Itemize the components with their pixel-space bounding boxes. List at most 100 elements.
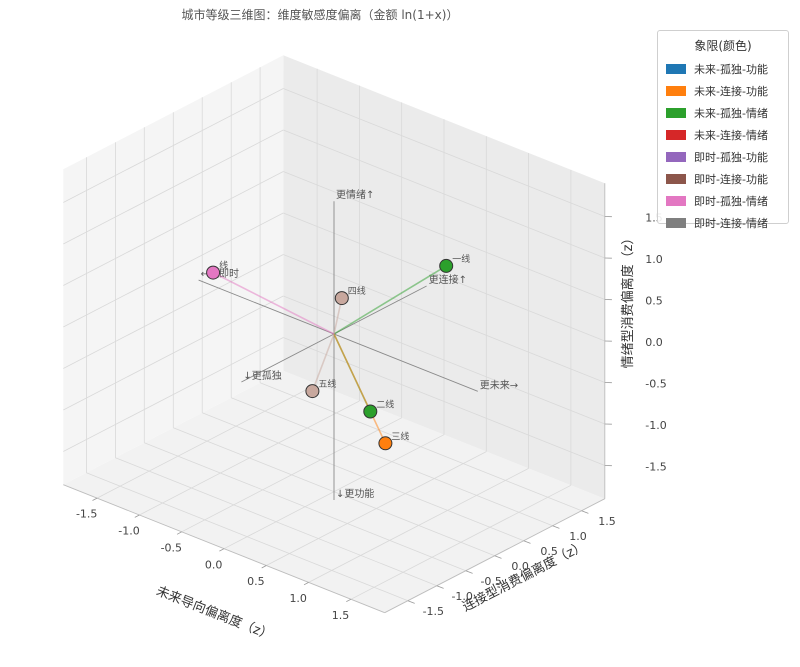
x-tick-label: 0.0 [205, 558, 223, 571]
grid-line [202, 412, 524, 542]
point-stem [333, 333, 387, 444]
legend-swatch [666, 130, 686, 140]
chart-title: 城市等级三维图：维度敏感度偏离（金额 ln(1+x)） [181, 8, 459, 22]
legend-swatch [666, 108, 686, 118]
grid-line [63, 212, 284, 328]
grid-line [350, 484, 572, 600]
legend-item: 未来-孤独-情绪 [666, 102, 780, 124]
y-tick-mark [581, 510, 589, 514]
legend-swatch [666, 86, 686, 96]
legend-item: 未来-连接-情绪 [666, 124, 780, 146]
y-tick-label: 0.5 [540, 545, 558, 558]
y-tick-mark [407, 600, 415, 604]
x-tick-label: 0.5 [247, 575, 265, 588]
y-tick-label: -1.0 [451, 590, 472, 603]
axis-annotation: 更连接↑ [429, 273, 467, 286]
x-tick-label: -0.5 [161, 541, 182, 554]
y-tick-label: 1.5 [598, 515, 616, 528]
legend-item: 未来-孤独-功能 [666, 58, 780, 80]
axis-annotation: ↓更孤独 [243, 369, 281, 382]
x-tick-label: -1.5 [76, 508, 97, 521]
legend-label: 即时-连接-情绪 [694, 217, 768, 230]
y-tick-mark [436, 585, 444, 589]
x-tick-label: -1.0 [118, 525, 139, 538]
grid-line [283, 129, 605, 259]
legend-label: 未来-连接-情绪 [694, 129, 768, 142]
axis-annotation: 更未来→ [480, 379, 518, 391]
point-label: 一线 [452, 253, 470, 265]
legend-title: 象限(颜色) [694, 39, 752, 53]
point-label: 五线 [318, 378, 336, 390]
legend-label: 即时-孤独-情绪 [694, 195, 768, 208]
legend-item: 即时-孤独-功能 [666, 146, 780, 168]
y-tick-mark [465, 570, 473, 574]
x-axis-label: 未来导向偏离度（z） [154, 583, 275, 644]
point-label: 线 [219, 260, 228, 272]
z-tick-label: 0.5 [645, 294, 663, 307]
grid-line [283, 212, 605, 342]
axis-annotation: ↓更功能 [336, 487, 374, 500]
z-tick-label: -0.5 [645, 377, 666, 390]
x-tick-label: 1.0 [289, 592, 307, 605]
point-stem [212, 271, 335, 335]
legend-label: 即时-孤独-功能 [694, 151, 768, 164]
grid-line [63, 171, 284, 286]
y-tick-mark [523, 540, 531, 544]
legend-item: 即时-连接-情绪 [666, 212, 780, 234]
legend-swatch [666, 218, 686, 228]
z-axis-label: 情绪型消费偏离度（z） [620, 232, 636, 369]
x-tick-mark [92, 497, 98, 501]
legend-swatch [666, 64, 686, 74]
grid-line [259, 382, 582, 512]
y-tick-label: 0.0 [511, 560, 529, 573]
grid-line [63, 88, 284, 203]
axis-annotation: 更情绪↑ [336, 188, 374, 201]
x-tick-mark [134, 514, 140, 518]
ref-axis-x [198, 279, 478, 392]
y-tick-label: -1.5 [423, 605, 444, 618]
data-point [378, 436, 393, 451]
grid-line [231, 397, 553, 527]
grid-line [308, 468, 529, 583]
z-tick-label: 1.0 [645, 253, 663, 266]
legend-label: 未来-连接-功能 [694, 85, 768, 98]
point-label: 四线 [348, 285, 366, 297]
y-tick-label: -0.5 [480, 575, 501, 588]
point-stem [333, 265, 447, 335]
data-point [334, 291, 349, 306]
legend-item: 即时-孤独-情绪 [666, 190, 780, 212]
x-tick-mark [261, 565, 267, 569]
x-tick-mark [176, 531, 182, 535]
point-label: 二线 [376, 399, 394, 411]
grid-line [63, 129, 284, 245]
x-tick-mark [303, 582, 309, 586]
legend: 象限(颜色) 未来-孤独-功能 未来-连接-功能 未来-孤独-情绪 未来-连接-情绪即… [657, 30, 789, 230]
y-tick-mark [494, 555, 502, 559]
z-tick-label: -1.0 [645, 419, 666, 432]
legend-label: 未来-孤独-功能 [694, 63, 768, 76]
data-point [439, 258, 454, 273]
legend-label: 未来-孤独-情绪 [694, 107, 768, 120]
x-tick-mark [346, 598, 352, 602]
grid-line [283, 88, 605, 217]
point-stems [212, 265, 447, 444]
y-tick-mark [552, 525, 560, 529]
z-tick-label: -1.5 [645, 460, 666, 473]
point-label: 三线 [391, 430, 409, 442]
grid-line [283, 171, 605, 300]
x-tick-mark [219, 548, 225, 552]
z-tick-label: 0.0 [645, 336, 663, 349]
legend-swatch [666, 196, 686, 206]
grid-line [266, 451, 487, 566]
data-point [206, 265, 221, 280]
x-tick-label: 1.5 [332, 609, 350, 622]
data-point [363, 404, 378, 419]
legend-item: 即时-连接-功能 [666, 168, 780, 190]
legend-swatch [666, 152, 686, 162]
legend-label: 即时-连接-功能 [694, 173, 768, 186]
data-point [305, 384, 320, 399]
legend-swatch [666, 174, 686, 184]
point-stem [311, 333, 335, 392]
